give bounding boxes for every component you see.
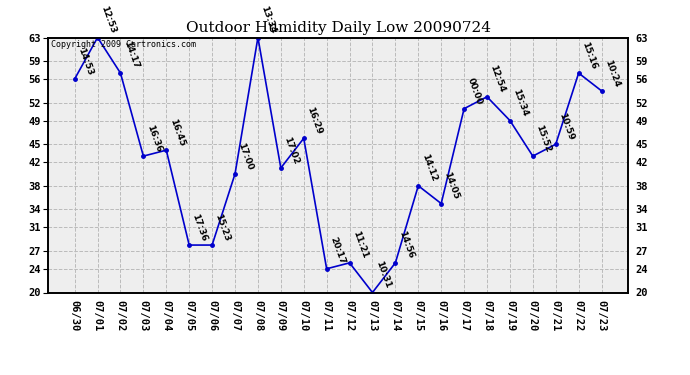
Text: 10:59: 10:59 bbox=[557, 111, 575, 141]
Text: 15:34: 15:34 bbox=[511, 88, 530, 118]
Text: 17:02: 17:02 bbox=[282, 135, 300, 165]
Text: 16:45: 16:45 bbox=[168, 117, 186, 147]
Text: 10:31: 10:31 bbox=[374, 260, 392, 290]
Text: 11:21: 11:21 bbox=[351, 230, 369, 260]
Text: Copyright 2009 Cartronics.com: Copyright 2009 Cartronics.com bbox=[51, 40, 196, 49]
Text: 13:34: 13:34 bbox=[259, 4, 277, 35]
Text: 20:17: 20:17 bbox=[328, 236, 346, 266]
Text: 15:23: 15:23 bbox=[213, 212, 232, 242]
Text: 00:00: 00:00 bbox=[466, 76, 484, 106]
Text: 14:56: 14:56 bbox=[397, 230, 415, 260]
Text: 16:36: 16:36 bbox=[145, 123, 163, 153]
Text: 10:24: 10:24 bbox=[603, 58, 621, 88]
Text: 15:52: 15:52 bbox=[534, 123, 553, 153]
Text: 14:17: 14:17 bbox=[122, 40, 140, 70]
Text: 14:12: 14:12 bbox=[420, 153, 438, 183]
Text: 14:05: 14:05 bbox=[442, 171, 461, 201]
Text: 17:00: 17:00 bbox=[237, 141, 255, 171]
Text: 17:36: 17:36 bbox=[190, 212, 209, 242]
Text: 14:53: 14:53 bbox=[76, 46, 95, 76]
Text: 16:29: 16:29 bbox=[305, 105, 324, 135]
Text: 15:16: 15:16 bbox=[580, 40, 598, 70]
Title: Outdoor Humidity Daily Low 20090724: Outdoor Humidity Daily Low 20090724 bbox=[186, 21, 491, 35]
Text: 12:54: 12:54 bbox=[489, 64, 506, 94]
Text: 12:53: 12:53 bbox=[99, 5, 117, 35]
